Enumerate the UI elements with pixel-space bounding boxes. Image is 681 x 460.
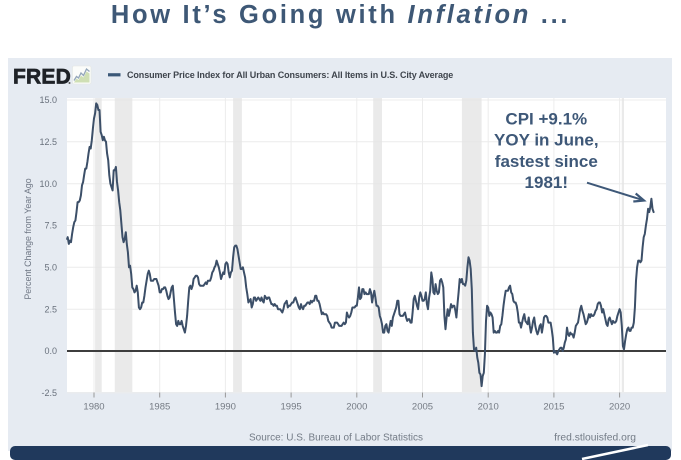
svg-text:12.5: 12.5	[39, 137, 57, 147]
svg-text:1990: 1990	[215, 402, 236, 413]
svg-text:2015: 2015	[543, 402, 564, 413]
svg-text:YOY in June,: YOY in June,	[494, 131, 599, 150]
svg-text:1980: 1980	[83, 402, 104, 413]
svg-text:2010: 2010	[478, 402, 499, 413]
svg-text:0.0: 0.0	[44, 346, 57, 356]
svg-text:1985: 1985	[149, 402, 170, 413]
svg-text:Consumer Price Index for All U: Consumer Price Index for All Urban Consu…	[127, 70, 453, 80]
svg-text:10.0: 10.0	[39, 179, 57, 189]
svg-text:2005: 2005	[412, 402, 433, 413]
svg-text:15.0: 15.0	[39, 95, 57, 105]
svg-text:CPI +9.1%: CPI +9.1%	[505, 110, 587, 129]
svg-text:Percent Change from Year Ago: Percent Change from Year Ago	[23, 178, 33, 299]
svg-text:5.0: 5.0	[44, 263, 57, 273]
svg-text:fastest since: fastest since	[495, 152, 598, 171]
svg-text:fred.stlouisfed.org: fred.stlouisfed.org	[554, 433, 636, 444]
svg-text:1981!: 1981!	[525, 173, 568, 192]
svg-text:FRED: FRED	[13, 66, 71, 89]
svg-text:2020: 2020	[609, 402, 630, 413]
svg-text:-2.5: -2.5	[41, 388, 57, 398]
svg-text:2000: 2000	[346, 402, 367, 413]
svg-text:1995: 1995	[281, 402, 302, 413]
svg-text:7.5: 7.5	[44, 221, 57, 231]
svg-text:Source: U.S. Bureau of Labor S: Source: U.S. Bureau of Labor Statistics	[249, 433, 423, 444]
svg-text:2.5: 2.5	[44, 304, 57, 314]
